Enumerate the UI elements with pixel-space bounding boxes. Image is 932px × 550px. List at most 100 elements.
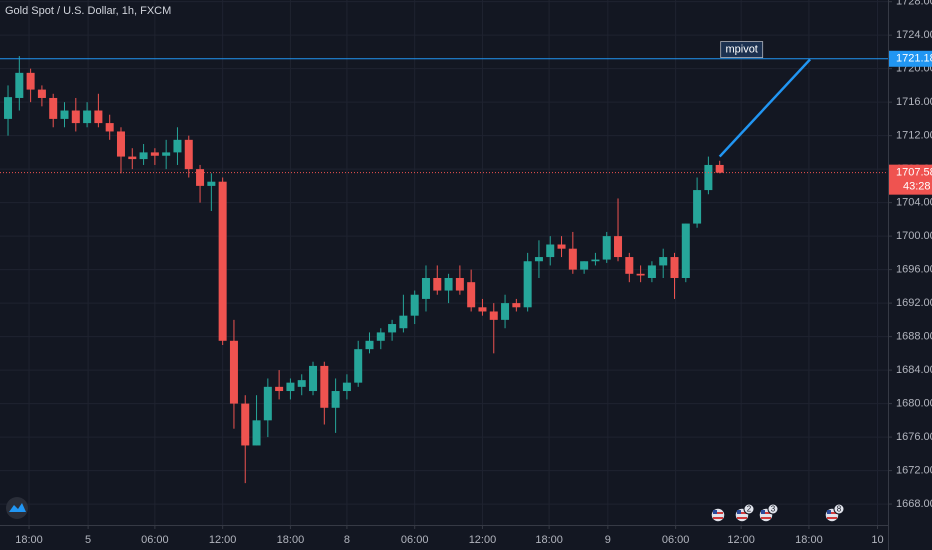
candle-body — [512, 303, 521, 308]
logo[interactable] — [6, 497, 28, 519]
axes: 1668.00 1672.00 1676.00 1680.00 1684.00 1688.… — [15, 0, 932, 546]
y-tick-label: 1712.00 — [896, 130, 932, 142]
candle-body — [591, 259, 600, 262]
trend-line — [718, 58, 811, 158]
event-flag[interactable] — [710, 507, 726, 523]
x-tick-label: 06:00 — [401, 534, 429, 546]
candle-body — [534, 257, 543, 262]
y-tick-label: 1716.00 — [896, 96, 932, 108]
flag-stripes — [713, 512, 723, 514]
candle-body — [173, 139, 182, 153]
event-flag[interactable]: 3 — [758, 503, 779, 523]
candle-body — [647, 265, 656, 278]
candle-body — [557, 244, 566, 249]
candle-body — [229, 340, 238, 404]
candle-body — [15, 72, 24, 98]
candle-body — [421, 277, 430, 299]
flag-canton — [761, 510, 765, 514]
candle-body — [444, 277, 453, 291]
candle-body — [184, 139, 193, 170]
candle-body — [218, 181, 227, 341]
candle-body — [331, 391, 340, 408]
candle-body — [83, 110, 92, 124]
trend-label: mpivot — [725, 43, 757, 55]
event-flag[interactable]: 8 — [824, 503, 845, 523]
x-tick-label: 5 — [85, 534, 91, 546]
candle-body — [297, 380, 306, 387]
x-tick-label: 12:00 — [209, 534, 237, 546]
candle-body — [693, 190, 702, 224]
x-tick-label: 18:00 — [535, 534, 563, 546]
candle-body — [523, 261, 532, 308]
candle-body — [568, 248, 577, 270]
flag-stripes — [737, 512, 747, 514]
y-tick-label: 1676.00 — [896, 431, 932, 443]
y-tick-label: 1704.00 — [896, 197, 932, 209]
price-label: 1707.58 — [896, 167, 932, 179]
candle-body — [365, 340, 374, 350]
candle-body — [614, 236, 623, 258]
flag-stripes — [827, 517, 837, 519]
y-tick-label: 1692.00 — [896, 297, 932, 309]
candle-body — [94, 110, 103, 124]
candle-body — [275, 386, 284, 392]
candle-body — [388, 324, 397, 333]
candle-body — [354, 349, 363, 383]
candle-body — [670, 257, 679, 278]
badge-count: 2 — [747, 505, 752, 514]
candle-body — [602, 236, 611, 260]
flag-stripes — [761, 512, 771, 514]
candle-body — [467, 282, 476, 308]
x-tick-label: 9 — [605, 534, 611, 546]
chart-title: Gold Spot / U.S. Dollar, 1h, FXCM — [5, 5, 171, 17]
grid — [0, 0, 888, 525]
x-tick-label: 18:00 — [277, 534, 305, 546]
y-tick-label: 1684.00 — [896, 364, 932, 376]
candle-body — [4, 97, 13, 119]
marks: mpivot 2 3 8 — [0, 41, 888, 523]
candle-body — [489, 311, 498, 320]
candle-body — [455, 277, 464, 291]
x-tick-label: 06:00 — [662, 534, 690, 546]
candle-body — [399, 315, 408, 329]
candle-body — [546, 244, 555, 258]
price-label-box — [889, 164, 932, 195]
y-tick-label: 1728.00 — [896, 0, 932, 8]
candle-body — [410, 294, 419, 316]
y-tick-label: 1696.00 — [896, 264, 932, 276]
y-tick-label: 1668.00 — [896, 498, 932, 510]
candle-body — [681, 223, 690, 278]
candle-body — [196, 169, 205, 186]
candle-body — [320, 365, 329, 408]
y-tick-label: 1724.00 — [896, 29, 932, 41]
candle-body — [286, 382, 295, 392]
event-flag[interactable]: 2 — [734, 503, 755, 523]
candle-body — [116, 131, 125, 157]
candle-body — [241, 403, 250, 446]
badge — [833, 503, 845, 515]
x-tick-label: 18:00 — [15, 534, 43, 546]
x-tick-label: 12:00 — [727, 534, 755, 546]
candle-body — [501, 303, 510, 320]
candle-body — [704, 164, 713, 191]
candle-body — [478, 307, 487, 312]
flag-stripes — [761, 517, 771, 519]
candle-body — [207, 181, 216, 186]
candle-body — [636, 273, 645, 276]
candle-body — [26, 72, 35, 90]
trend-label-box — [720, 41, 764, 58]
candle-body — [150, 152, 159, 156]
candle-body — [49, 97, 58, 119]
flag-stripes — [713, 517, 723, 519]
x-tick-label: 12:00 — [469, 534, 497, 546]
y-tick-label: 1700.00 — [896, 230, 932, 242]
candle-body — [715, 164, 724, 173]
price-label: 1721.18 — [896, 53, 932, 65]
y-tick-label: 1672.00 — [896, 464, 932, 476]
candle-body — [376, 332, 385, 341]
candle-body — [162, 152, 171, 156]
candle-body — [71, 110, 80, 124]
flag-stripes — [827, 512, 837, 514]
flag-canton — [827, 510, 831, 514]
